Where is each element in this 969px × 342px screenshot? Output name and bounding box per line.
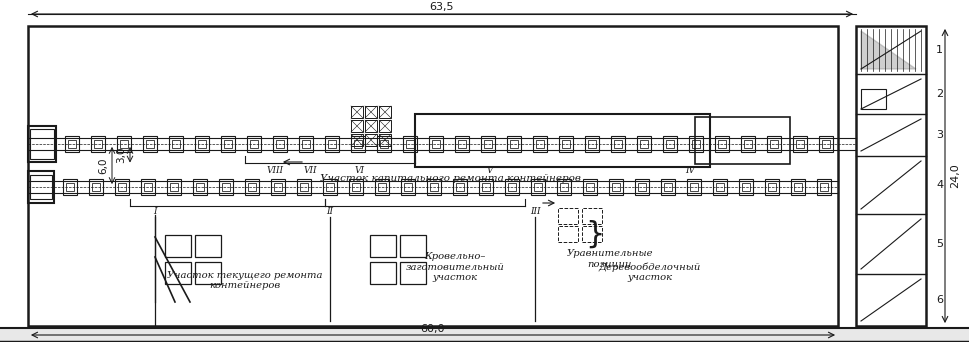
Text: 63,5: 63,5 <box>429 2 453 12</box>
Text: III: III <box>529 207 540 216</box>
Text: V: V <box>486 166 493 175</box>
Text: II: II <box>327 207 333 216</box>
Text: Кровельно–
заготовительный
участок: Кровельно– заготовительный участок <box>405 252 504 282</box>
Text: 4: 4 <box>935 180 942 190</box>
Text: 2: 2 <box>935 89 942 99</box>
Text: 5: 5 <box>935 239 942 249</box>
Text: IV: IV <box>684 166 694 175</box>
Text: 1: 1 <box>935 45 942 55</box>
Text: VII: VII <box>303 166 317 175</box>
Text: VIII: VIII <box>266 166 283 175</box>
Text: 3: 3 <box>935 130 942 140</box>
Text: 6: 6 <box>935 295 942 305</box>
Text: Участок текущего ремонта
контейнеров: Участок текущего ремонта контейнеров <box>167 271 323 290</box>
Text: 60,0: 60,0 <box>421 324 445 334</box>
Text: Уравнительные
позиции: Уравнительные позиции <box>566 249 652 268</box>
Text: 6,0: 6,0 <box>98 157 108 174</box>
Text: Участок капитального ремонта контейнеров: Участок капитального ремонта контейнеров <box>319 174 579 183</box>
Text: }: } <box>584 220 604 249</box>
Polygon shape <box>860 31 915 69</box>
Polygon shape <box>0 328 969 342</box>
Text: 3,0: 3,0 <box>116 146 126 163</box>
Text: Деревообделочный
участок: Деревообделочный участок <box>598 262 701 282</box>
Text: I: I <box>153 207 157 216</box>
Text: 24,0: 24,0 <box>949 163 959 188</box>
Text: VI: VI <box>355 166 364 175</box>
